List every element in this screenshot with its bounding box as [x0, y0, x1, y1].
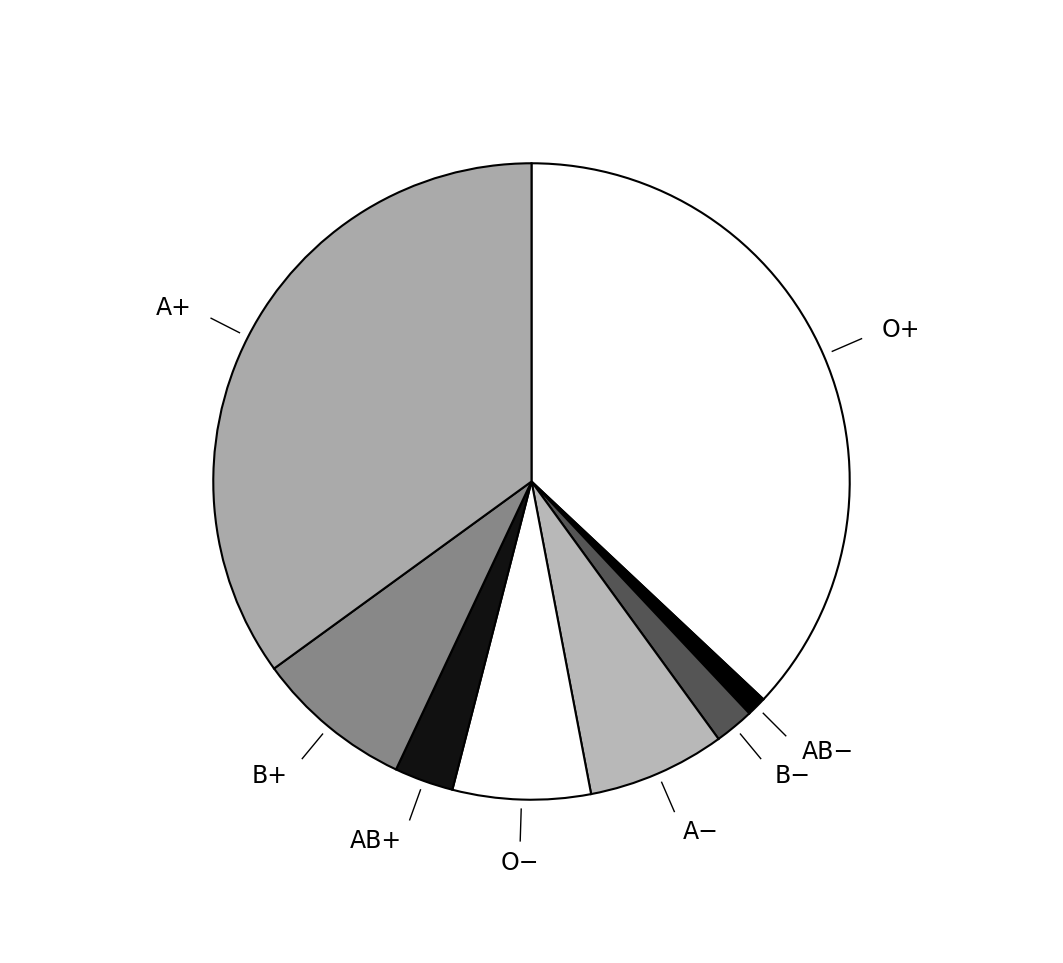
Wedge shape	[532, 164, 849, 699]
Text: B+: B+	[252, 764, 288, 788]
Text: A−: A−	[684, 820, 719, 844]
Text: AB+: AB+	[350, 829, 402, 853]
Wedge shape	[532, 482, 763, 714]
Wedge shape	[532, 482, 719, 794]
Text: O−: O−	[501, 851, 539, 875]
Wedge shape	[396, 482, 532, 790]
Text: B−: B−	[775, 764, 811, 788]
Text: A+: A+	[155, 297, 191, 320]
Text: AB−: AB−	[802, 740, 854, 764]
Wedge shape	[453, 482, 591, 799]
Wedge shape	[532, 482, 749, 739]
Wedge shape	[274, 482, 532, 769]
Text: O+: O+	[882, 318, 921, 342]
Wedge shape	[214, 164, 532, 668]
